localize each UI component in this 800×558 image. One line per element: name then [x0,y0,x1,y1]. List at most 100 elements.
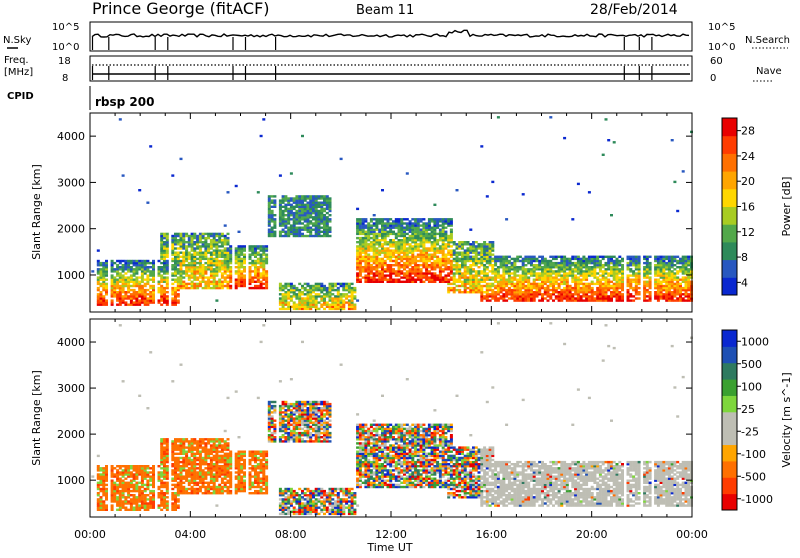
power-cell [453,264,456,266]
power-cell [97,260,100,262]
power-cell [191,245,194,247]
power-cell [282,195,285,197]
power-cell [497,268,500,270]
velocity-cell [100,496,103,498]
power-cell [533,279,536,281]
power-cell [375,237,378,239]
power-cell [414,239,417,241]
power-cell [549,297,552,299]
power-cell [309,291,312,293]
power-cell [610,293,613,295]
power-cell [406,281,409,283]
power-cell [571,293,574,295]
power-cell [119,287,122,289]
power-cell [298,299,301,301]
power-cell [646,295,649,297]
power-cell [398,243,401,245]
power-cell [456,270,459,272]
power-cell [210,245,213,247]
power-cell [676,285,679,287]
power-cell [210,283,213,285]
velocity-cell [113,500,116,502]
power-cell [213,258,216,260]
power-cell [491,258,494,260]
power-cell [395,270,398,272]
power-cell [558,272,561,274]
power-cell [271,206,274,208]
velocity-cell [171,488,174,490]
power-cell [229,285,232,287]
power-cell [643,274,646,276]
power-cell [227,281,230,283]
power-cell [191,287,194,289]
power-cell [533,287,536,289]
power-cell [213,239,216,241]
power-cell [309,231,312,233]
power-cell [105,268,108,270]
velocity-cell [130,475,133,477]
power-cell [420,279,423,281]
power-cell [124,279,127,281]
power-cell [284,283,287,285]
power-cell [605,299,608,301]
power-cell [422,260,425,262]
power-cell [301,235,304,237]
power-cell [486,266,489,268]
velocity-cell [174,438,177,440]
power-cell [387,243,390,245]
power-cell [166,291,169,293]
power-cell [591,274,594,276]
power-cell [511,264,514,266]
power-cell [571,262,574,264]
power-cell [442,262,445,264]
power-cell [621,299,624,301]
power-cell [199,237,202,239]
velocity-cell [166,482,169,484]
power-cell [373,272,376,274]
velocity-cell [111,500,114,502]
power-cell [301,299,304,301]
power-cell [403,281,406,283]
power-cell [298,202,301,204]
power-cell [268,214,271,216]
velocity-cell [149,351,152,353]
power-cell [500,285,503,287]
power-cell [489,245,492,247]
power-cell [602,287,605,289]
power-cell [673,256,676,258]
power-cell [676,281,679,283]
power-cell [185,235,188,237]
power-cell [122,270,125,272]
velocity-cell [111,482,114,484]
power-cell [293,233,296,235]
power-cell [522,258,525,260]
power-cell [144,285,147,287]
power-cell [166,304,169,306]
power-cell [323,216,326,218]
power-cell [536,283,539,285]
power-cell [160,291,163,293]
velocity-cell [102,509,105,511]
power-cell [174,264,177,266]
power-cell [497,281,500,283]
freq-tick-bottom: 8 [62,73,68,84]
power-cell [414,218,417,220]
power-cell [649,293,652,295]
power-cell [662,274,665,276]
power-cell [450,237,453,239]
power-cell [433,222,436,224]
power-cell [364,243,367,245]
power-cell [320,283,323,285]
velocity-cell [91,475,94,477]
power-cell [494,295,497,297]
power-cell [364,264,367,266]
power-cell [671,285,674,287]
power-cell [329,227,332,229]
power-cell [342,285,345,287]
power-cell [577,258,580,260]
power-cell [494,260,497,262]
power-cell [229,252,232,254]
power-cell [439,220,442,222]
power-cell [447,218,450,220]
power-cell [312,199,315,201]
